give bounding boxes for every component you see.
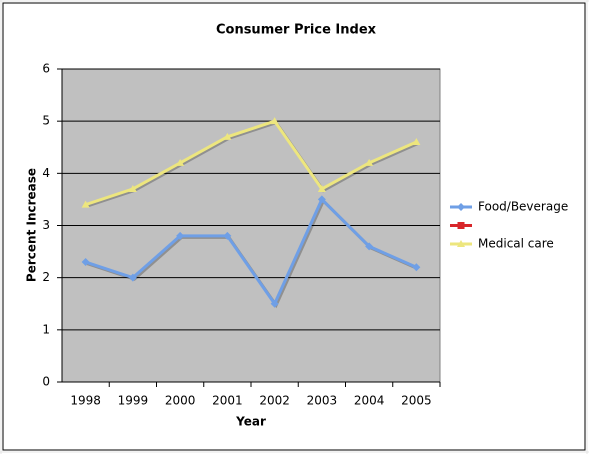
x-tick-label: 2001 (212, 394, 243, 408)
y-tick-label: 3 (42, 218, 50, 232)
data-point (176, 158, 185, 166)
data-point (365, 158, 374, 166)
legend-label: Medical care (478, 237, 554, 251)
y-tick-label: 1 (42, 322, 50, 336)
chart-title: Consumer Price Index (216, 23, 377, 38)
data-point (270, 117, 279, 125)
x-tick-label: 2005 (401, 394, 432, 408)
data-point (81, 200, 90, 208)
x-axis-label: Year (235, 415, 266, 429)
data-point (223, 231, 232, 240)
series-line (85, 197, 417, 306)
data-point (176, 231, 185, 240)
y-tick-label: 6 (42, 62, 50, 76)
data-point (81, 258, 90, 267)
data-point (412, 138, 421, 146)
x-tick-label: 2000 (165, 394, 196, 408)
y-tick-label: 0 (42, 375, 50, 389)
y-tick-label: 4 (42, 166, 50, 180)
y-axis-label: Percent Increase (25, 168, 39, 282)
x-tick-label: 1998 (70, 394, 101, 408)
legend-marker (457, 240, 465, 247)
series-shadow (86, 120, 419, 208)
series-line (85, 119, 417, 207)
data-point (365, 242, 374, 251)
x-tick-label: 2004 (354, 394, 385, 408)
legend-marker (457, 203, 465, 211)
data-point (317, 195, 326, 204)
data-point (270, 299, 279, 308)
data-point (128, 184, 137, 192)
data-point (128, 273, 137, 282)
data-point (412, 263, 421, 272)
data-point (317, 184, 326, 192)
legend-marker (457, 222, 465, 229)
x-tick-label: 2002 (259, 394, 290, 408)
x-tick-label: 1999 (118, 394, 149, 408)
legend-label: Food/Beverage (478, 200, 568, 214)
y-tick-label: 5 (42, 114, 50, 128)
y-tick-label: 2 (42, 270, 50, 284)
data-point (223, 132, 232, 140)
x-tick-label: 2003 (307, 394, 338, 408)
